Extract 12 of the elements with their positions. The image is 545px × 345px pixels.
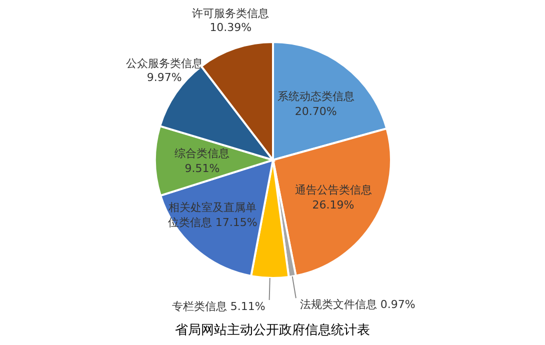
slice-label: 法规类文件信息 0.97% [300,298,416,312]
data-label: 26.19% [312,198,354,212]
slice-label: 通告公告类信息 [294,184,372,197]
data-label: 10.39% [210,20,252,34]
slice-label: 许可服务类信息 [192,6,270,20]
data-label: 9.51% [184,162,220,176]
data-label: 20.70% [294,105,337,118]
slice-label: 专栏类信息 5.11% [172,300,266,313]
slice-label: 综合类信息 [174,147,230,160]
data-label: 9.97% [146,70,182,84]
text: 省局网站主动公开政府信息统计表 [175,322,370,338]
slice-label: 系统动态类信息 [277,90,354,104]
